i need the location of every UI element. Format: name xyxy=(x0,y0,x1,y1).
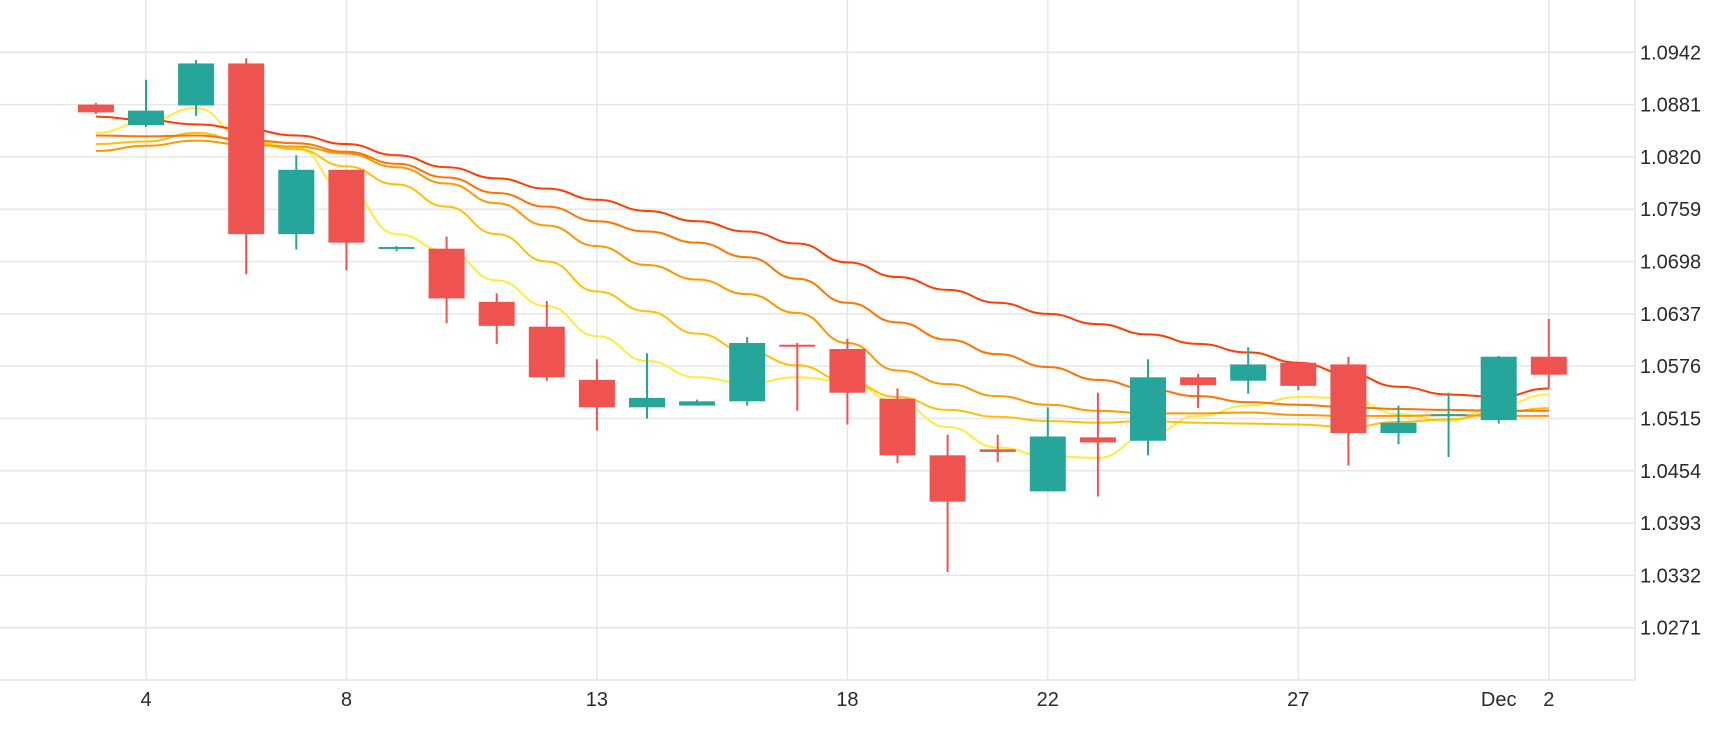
candle-body xyxy=(1130,377,1166,441)
candle-body xyxy=(1180,377,1217,386)
moving-average-line xyxy=(95,139,1549,417)
moving-average-line xyxy=(95,131,1549,429)
y-tick-label: 1.0271 xyxy=(1640,618,1701,640)
y-tick-label: 1.0576 xyxy=(1640,356,1701,378)
candle-body xyxy=(1230,364,1267,381)
x-tick-label: 8 xyxy=(341,689,352,711)
candle-body xyxy=(478,301,515,326)
x-tick-label: 27 xyxy=(1287,689,1309,711)
x-tick-label: 13 xyxy=(586,689,608,711)
candle-body xyxy=(629,397,665,408)
x-tick-label: 22 xyxy=(1037,689,1059,711)
y-tick-label: 1.0881 xyxy=(1640,95,1701,117)
candle-body xyxy=(378,246,415,249)
candle-body xyxy=(1079,437,1116,443)
candle-body xyxy=(1029,436,1066,492)
x-tick-label: 4 xyxy=(140,689,151,711)
candle-body xyxy=(929,455,966,502)
candle-body xyxy=(228,63,265,235)
candle-body xyxy=(729,343,766,402)
candle-body xyxy=(1330,364,1367,434)
y-tick-label: 1.0515 xyxy=(1640,408,1701,430)
candle-body xyxy=(1280,362,1317,386)
candle-layer xyxy=(77,58,1567,572)
y-tick-label: 1.0454 xyxy=(1640,461,1701,483)
candle-body xyxy=(578,379,615,408)
candle-body xyxy=(1480,356,1517,421)
candle-body xyxy=(879,398,916,456)
candle-body xyxy=(1380,422,1417,434)
y-tick-label: 1.0637 xyxy=(1640,304,1701,326)
candle-body xyxy=(1430,414,1467,417)
y-tick-label: 1.0759 xyxy=(1640,199,1701,221)
candle-body xyxy=(979,449,1016,452)
y-tick-label: 1.0942 xyxy=(1640,42,1701,64)
candle-body xyxy=(77,104,114,113)
y-tick-label: 1.0332 xyxy=(1640,565,1701,587)
candle-body xyxy=(428,248,465,299)
candle-body xyxy=(779,344,816,347)
candle-body xyxy=(1530,356,1567,375)
candle-body xyxy=(278,169,315,235)
candle-body xyxy=(528,326,565,378)
candle-body xyxy=(679,401,716,406)
candle-body xyxy=(328,169,365,243)
x-tick-label: Dec xyxy=(1481,689,1517,711)
moving-average-line xyxy=(95,134,1549,412)
y-tick-label: 1.0698 xyxy=(1640,252,1701,274)
x-tick-label: 18 xyxy=(836,689,858,711)
candle-body xyxy=(829,349,866,393)
y-tick-label: 1.0820 xyxy=(1640,147,1701,169)
y-tick-label: 1.0393 xyxy=(1640,513,1701,535)
candle-body xyxy=(128,110,164,126)
candle-body xyxy=(178,63,215,106)
x-tick-label: 2 xyxy=(1543,689,1554,711)
axis-layer: 1.0942 1.0881 1.0820 1.0759 1.0698 1.0637 1.05… xyxy=(140,42,1701,711)
